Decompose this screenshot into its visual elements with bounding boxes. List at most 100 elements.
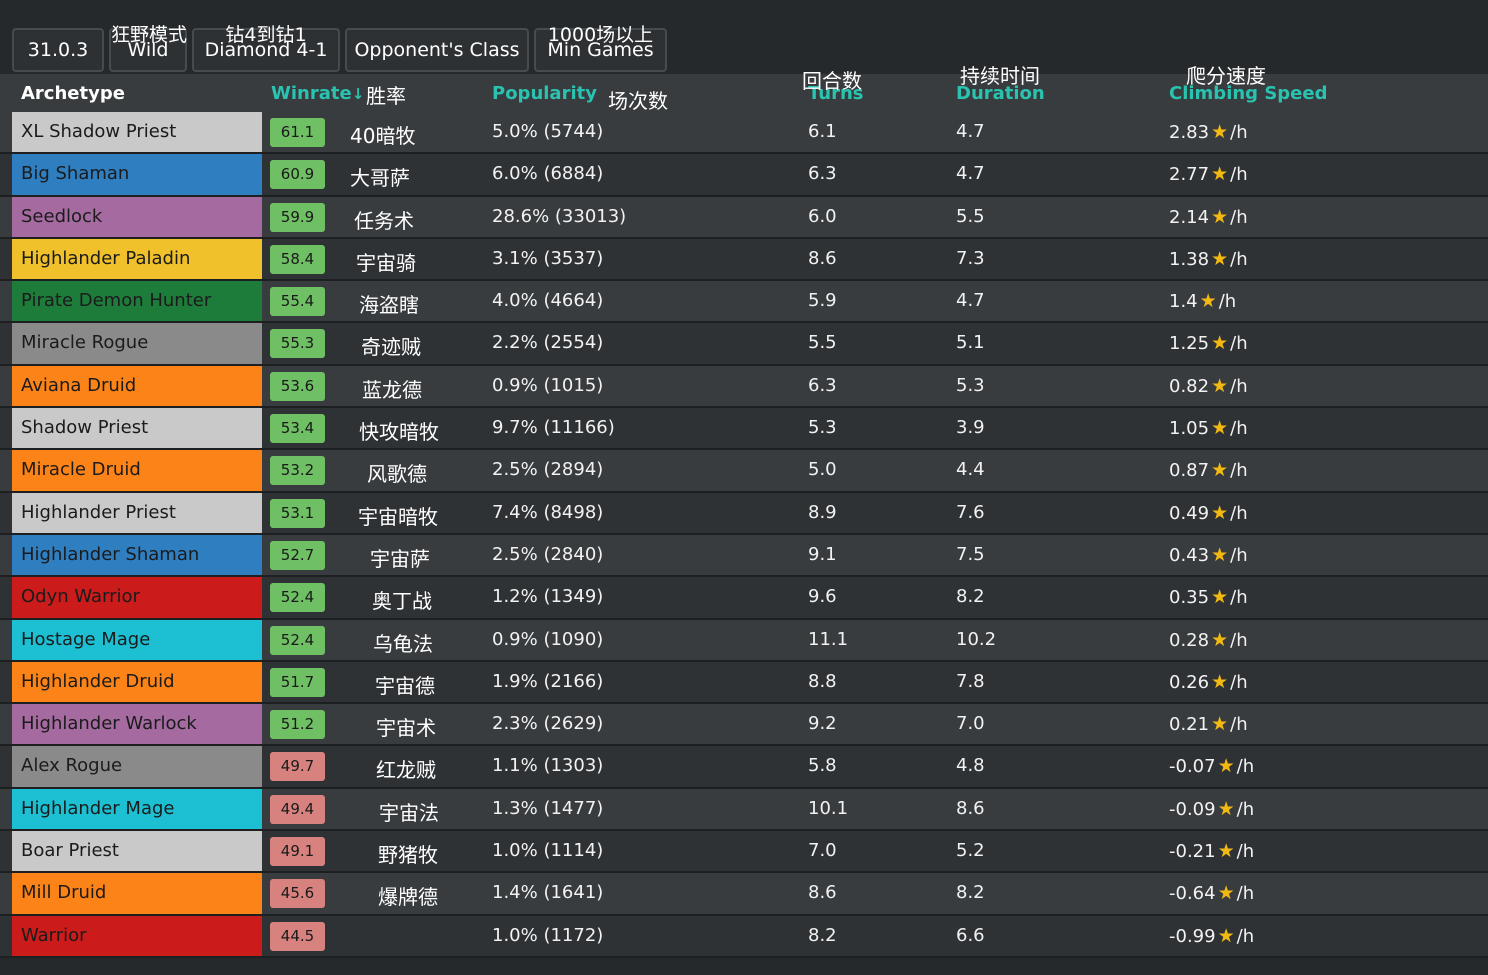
archetype-name[interactable]: Shadow Priest [12,408,262,449]
winrate-column-header[interactable]: Winrate↓ [271,83,364,104]
winrate-badge: 49.4 [270,794,325,824]
table-row[interactable]: Shadow Priest 53.4 快攻暗牧 9.7% (11166) 5.3 3.9 1… [0,408,1488,451]
climbing-speed-number: 0.21 [1169,714,1210,736]
star-icon: ★ [1211,501,1229,524]
table-row[interactable]: Warrior 44.5 1.0% (1172) 8.2 6.6 -0.99 ★/h [0,915,1488,958]
archetype-name[interactable]: Highlander Paladin [12,238,262,280]
table-row[interactable]: Highlander Mage 49.4 宇宙法 1.3% (1477) 10.1 8.6… [0,788,1488,832]
winrate-badge: 51.7 [270,667,325,697]
popularity-value: 5.0% (5744) [492,121,604,142]
archetype-name[interactable]: Highlander Mage [12,788,262,830]
min-games-filter-button[interactable]: 1000场以上 Min Games [534,24,667,72]
per-hour-unit: /h [1230,671,1248,693]
turns-column-header[interactable]: Turns [808,83,864,104]
archetype-name[interactable]: Highlander Shaman [12,534,262,576]
archetype-name[interactable]: Hostage Mage [12,619,262,660]
climbing-speed-number: 2.83 [1169,122,1210,143]
table-row[interactable]: Pirate Demon Hunter 55.4 海盗瞎 4.0% (4664) 5.9… [0,281,1488,324]
archetype-name[interactable]: Highlander Priest [12,492,262,533]
duration-value: 4.7 [956,163,985,185]
duration-value: 6.6 [956,924,985,946]
duration-value: 5.3 [956,374,985,396]
archetype-name[interactable]: Boar Priest [12,831,262,872]
opponent-class-filter-button[interactable]: Opponent's Class [345,28,529,72]
archetype-name[interactable]: Highlander Warlock [12,704,262,745]
climbing-speed-value: 0.26 ★/h [1169,671,1248,693]
star-icon: ★ [1211,121,1229,143]
winrate-badge: 49.1 [270,837,325,867]
turns-cn-annotation: 回合数 [802,69,862,93]
archetype-cn-annotation: 宇宙暗牧 [358,504,438,529]
archetype-name[interactable]: Miracle Rogue [12,323,262,364]
table-row[interactable]: Highlander Shaman 52.7 宇宙萨 2.5% (2840) 9.1 7.… [0,534,1488,578]
per-hour-unit: /h [1230,375,1248,397]
archetype-name[interactable]: Big Shaman [12,154,262,195]
table-row[interactable]: Odyn Warrior 52.4 奥丁战 1.2% (1349) 9.6 8.2 0.35… [0,577,1488,620]
per-hour-unit: /h [1218,291,1237,313]
turns-value: 9.2 [808,713,837,735]
popularity-value: 0.9% (1015) [492,374,604,396]
winrate-badge: 55.4 [270,287,325,317]
archetype-name[interactable]: Miracle Druid [12,450,262,491]
table-row[interactable]: Mill Druid 45.6 爆牌德 1.4% (1641) 8.6 8.2 -0.64 ★… [0,873,1488,916]
archetype-cn-annotation: 宇宙骑 [356,250,416,275]
table-row[interactable]: XL Shadow Priest 61.1 40暗牧 5.0% (5744) 6.1 4.… [0,112,1488,155]
table-row[interactable]: Miracle Druid 53.2 风歌德 2.5% (2894) 5.0 4.4 0.8… [0,450,1488,493]
climbing-speed-value: 2.83 ★/h [1169,121,1248,143]
climbing-speed-value: 0.87 ★/h [1169,459,1248,481]
climbing-speed-number: 1.25 [1169,333,1210,355]
archetype-name[interactable]: XL Shadow Priest [12,112,262,153]
archetype-name[interactable]: Odyn Warrior [12,577,262,618]
table-row[interactable]: Highlander Paladin 58.4 宇宙骑 3.1% (3537) 8.6 7… [0,238,1488,282]
duration-value: 4.8 [956,755,985,777]
archetype-column-header[interactable]: Archetype [21,83,125,104]
table-row[interactable]: Hostage Mage 52.4 乌龟法 0.9% (1090) 11.1 10.2 0.… [0,619,1488,662]
winrate-badge: 58.4 [270,244,325,274]
popularity-value: 2.3% (2629) [492,713,604,735]
turns-value: 8.8 [808,670,837,692]
archetype-name[interactable]: Mill Druid [12,873,262,914]
climbing-speed-value: 0.28 ★/h [1169,629,1248,651]
min-games-filter-label: Min Games [547,39,654,61]
table-row[interactable]: Miracle Rogue 55.3 奇迹贼 2.2% (2554) 5.5 5.1 1.2… [0,323,1488,366]
star-icon: ★ [1211,163,1229,186]
climbing-speed-column-header[interactable]: Climbing Speed [1169,83,1328,104]
climbing-speed-value: 2.14 ★/h [1169,206,1248,228]
climbing-speed-number: -0.07 [1169,756,1216,778]
per-hour-unit: /h [1230,164,1248,186]
duration-value: 4.7 [956,290,985,312]
turns-value: 5.5 [808,332,837,354]
archetype-name[interactable]: Aviana Druid [12,365,262,407]
climbing-speed-value: 1.38 ★/h [1169,248,1248,270]
patch-filter-button[interactable]: 31.0.3 [12,28,104,72]
archetype-name[interactable]: Pirate Demon Hunter [12,281,262,322]
climbing-speed-number: 0.26 [1169,671,1210,693]
table-row[interactable]: Alex Rogue 49.7 红龙贼 1.1% (1303) 5.8 4.8 -0.07 ★… [0,746,1488,789]
per-hour-unit: /h [1230,122,1248,143]
archetype-name[interactable]: Warrior [12,915,262,956]
archetype-cn-annotation: 蓝龙德 [362,377,422,402]
table-row[interactable]: Highlander Priest 53.1 宇宙暗牧 7.4% (8498) 8.9 7… [0,492,1488,535]
opponent-class-filter-label: Opponent's Class [354,39,520,61]
archetype-name[interactable]: Alex Rogue [12,746,262,787]
duration-column-header[interactable]: Duration [956,83,1045,104]
archetype-name[interactable]: Seedlock [12,196,262,237]
table-row[interactable]: Boar Priest 49.1 野猪牧 1.0% (1114) 7.0 5.2 -0.21… [0,831,1488,874]
star-icon: ★ [1211,713,1229,736]
popularity-value: 1.4% (1641) [492,882,604,904]
archetype-name[interactable]: Highlander Druid [12,661,262,703]
table-row[interactable]: Seedlock 59.9 任务术 28.6% (33013) 6.0 5.5 2.14 ★ /… [0,196,1488,239]
game-mode-filter-button[interactable]: 狂野模式 Wild [109,24,187,72]
turns-value: 8.9 [808,501,837,523]
star-icon: ★ [1217,924,1235,947]
table-row[interactable]: Highlander Druid 51.7 宇宙德 1.9% (2166) 8.8 7.8… [0,661,1488,705]
rank-range-filter-button[interactable]: 钻4到钻1 Diamond 4-1 [192,24,340,72]
archetype-cn-annotation: 快攻暗牧 [359,420,439,445]
archetype-cn-annotation: 任务术 [354,208,414,233]
star-icon: ★ [1211,374,1229,397]
popularity-column-header[interactable]: Popularity [492,83,597,104]
table-row[interactable]: Big Shaman 60.9 大哥萨 6.0% (6884) 6.3 4.7 2.77 ★ /… [0,154,1488,197]
table-row[interactable]: Highlander Warlock 51.2 宇宙术 2.3% (2629) 9.2 7… [0,704,1488,747]
climbing-speed-number: 0.82 [1169,375,1210,397]
table-row[interactable]: Aviana Druid 53.6 蓝龙德 0.9% (1015) 6.3 5.3 0.82… [0,365,1488,409]
